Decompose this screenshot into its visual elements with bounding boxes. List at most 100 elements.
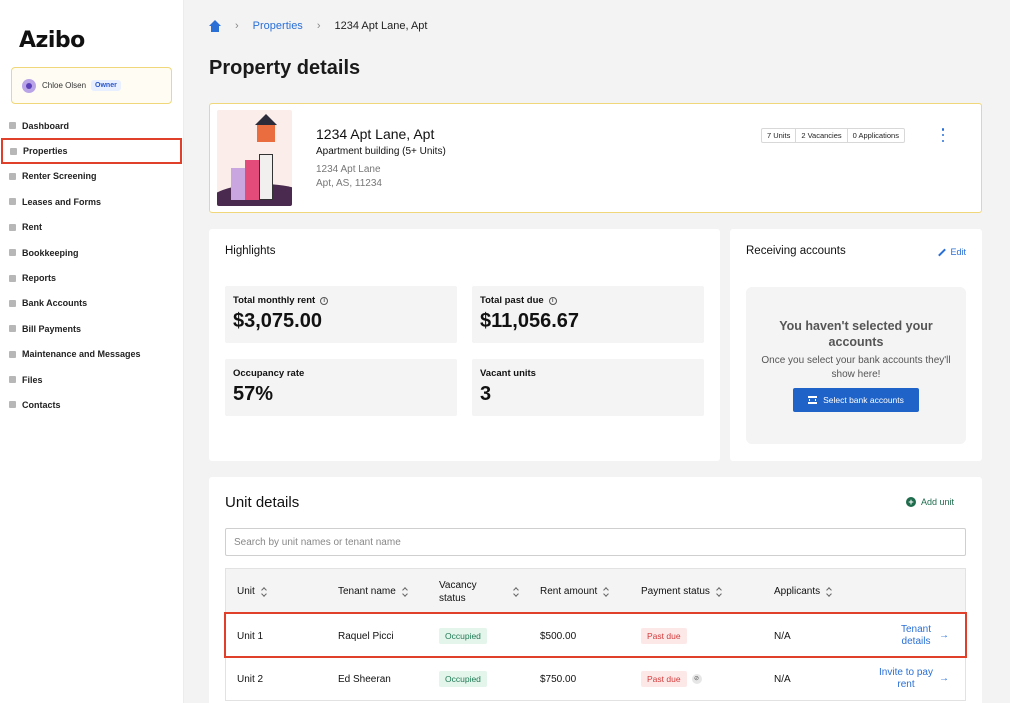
unit-search-input[interactable] bbox=[225, 528, 966, 556]
contacts-icon bbox=[9, 401, 16, 409]
column-tenant-name[interactable]: Tenant name bbox=[338, 569, 408, 614]
metric-occupancy-rate: Occupancy rate 57% bbox=[225, 359, 457, 416]
add-unit-label: Add unit bbox=[920, 497, 954, 507]
tenant-cell: Ed Sheeran bbox=[338, 673, 391, 685]
unit-details-title: Unit details bbox=[225, 494, 300, 511]
vacancy-cell: Occupied bbox=[439, 614, 487, 658]
screening-icon bbox=[9, 172, 16, 180]
sort-icon bbox=[603, 587, 609, 596]
info-icon[interactable]: i bbox=[548, 296, 557, 305]
sidebar-item-label: Bank Accounts bbox=[22, 298, 88, 309]
tenant-details-link[interactable]: Tenant details → bbox=[900, 624, 949, 647]
sort-icon bbox=[716, 587, 722, 596]
metric-value: 57% bbox=[233, 383, 274, 405]
main-content: › Properties › 1234 Apt Lane, Apt Proper… bbox=[184, 0, 1010, 703]
empty-state-title: You haven't selected your accounts bbox=[779, 319, 933, 349]
column-payment-status[interactable]: Payment status bbox=[641, 569, 722, 614]
ledger-icon bbox=[9, 249, 16, 257]
metric-label: Total monthly rent bbox=[233, 295, 316, 306]
sidebar-item-reports[interactable]: Reports bbox=[0, 265, 184, 290]
arrow-right-icon: → bbox=[939, 673, 949, 684]
table-header: Unit Tenant name Vacancy status Rent amo… bbox=[225, 568, 966, 613]
rent-cell: $500.00 bbox=[540, 630, 577, 642]
role-badge: Owner bbox=[91, 80, 121, 91]
receiving-accounts-title: Receiving accounts bbox=[746, 245, 846, 257]
sidebar-item-files[interactable]: Files bbox=[0, 367, 184, 392]
column-vacancy-status[interactable]: Vacancy status bbox=[439, 569, 519, 614]
sidebar-item-contacts[interactable]: Contacts bbox=[0, 392, 184, 417]
folder-icon bbox=[9, 376, 16, 384]
metric-total-past-due: Total past due i $11,056.67 bbox=[472, 286, 704, 343]
breadcrumb: › Properties › 1234 Apt Lane, Apt bbox=[209, 20, 427, 32]
sidebar-item-label: Properties bbox=[23, 146, 68, 157]
metric-value: $3,075.00 bbox=[233, 310, 322, 332]
plus-icon: + bbox=[905, 497, 916, 507]
highlights-card: Highlights Total monthly rent i $3,075.00… bbox=[209, 229, 720, 461]
sidebar-item-label: Rent bbox=[22, 222, 42, 233]
breadcrumb-properties-link[interactable]: Properties bbox=[252, 20, 303, 32]
table-row[interactable]: Unit 1 Raquel Picci Occupied $500.00 Pas… bbox=[224, 612, 967, 658]
info-icon[interactable]: i bbox=[320, 296, 329, 305]
property-address-line1: 1234 Apt Lane bbox=[316, 164, 381, 175]
sidebar: Azibo Chloe Olsen Owner Dashboard Proper… bbox=[0, 0, 184, 703]
document-icon bbox=[9, 198, 16, 206]
occupied-badge: Occupied bbox=[439, 628, 487, 644]
sidebar-item-label: Renter Screening bbox=[22, 171, 97, 182]
unit-cell: Unit 2 bbox=[237, 673, 264, 685]
units-table: Unit Tenant name Vacancy status Rent amo… bbox=[224, 568, 967, 701]
link-icon[interactable]: ⊘ bbox=[691, 674, 702, 684]
property-illustration bbox=[217, 110, 292, 206]
home-icon bbox=[9, 122, 16, 130]
home-icon[interactable] bbox=[209, 20, 221, 32]
column-applicants[interactable]: Applicants bbox=[774, 569, 832, 614]
invite-to-pay-rent-link[interactable]: Invite to pay rent → bbox=[879, 667, 949, 690]
unit-details-card: Unit details + Add unit Unit Tenant name … bbox=[209, 477, 982, 703]
sidebar-item-properties[interactable]: Properties bbox=[1, 138, 182, 164]
report-icon bbox=[9, 274, 16, 282]
sidebar-item-dashboard[interactable]: Dashboard bbox=[0, 113, 184, 138]
sidebar-item-rent[interactable]: Rent bbox=[0, 215, 184, 240]
arrow-right-icon: → bbox=[939, 630, 949, 641]
bill-icon bbox=[9, 325, 16, 333]
sidebar-item-maintenance[interactable]: Maintenance and Messages bbox=[0, 342, 184, 367]
sidebar-item-label: Leases and Forms bbox=[22, 196, 102, 207]
sidebar-item-label: Dashboard bbox=[22, 120, 70, 131]
add-unit-button[interactable]: + Add unit bbox=[905, 497, 954, 507]
unit-cell: Unit 1 bbox=[237, 630, 264, 642]
metric-total-monthly-rent: Total monthly rent i $3,075.00 bbox=[225, 286, 457, 343]
sidebar-item-bill-payments[interactable]: Bill Payments bbox=[0, 316, 184, 341]
avatar bbox=[22, 78, 36, 93]
vacancies-count: 2 Vacancies bbox=[796, 129, 848, 142]
chevron-right-icon: › bbox=[235, 20, 239, 32]
metric-label: Total past due bbox=[480, 295, 544, 306]
sidebar-item-label: Contacts bbox=[22, 399, 61, 410]
units-count: 7 Units bbox=[762, 129, 797, 142]
column-rent-amount[interactable]: Rent amount bbox=[540, 569, 609, 614]
sidebar-item-label: Bookkeeping bbox=[22, 247, 79, 258]
sort-icon bbox=[261, 587, 267, 596]
sidebar-item-renter-screening[interactable]: Renter Screening bbox=[0, 164, 184, 189]
table-row[interactable]: Unit 2 Ed Sheeran Occupied $750.00 Past … bbox=[225, 657, 966, 701]
sidebar-item-bookkeeping[interactable]: Bookkeeping bbox=[0, 240, 184, 265]
empty-state-text: Once you select your bank accounts they'… bbox=[761, 355, 951, 380]
column-unit[interactable]: Unit bbox=[237, 569, 267, 614]
sort-icon bbox=[402, 587, 408, 596]
azibo-logo[interactable]: Azibo bbox=[19, 28, 85, 53]
rent-icon bbox=[9, 223, 16, 231]
user-switcher[interactable]: Chloe Olsen Owner bbox=[11, 67, 172, 104]
page-title: Property details bbox=[209, 57, 361, 79]
more-options-icon[interactable] bbox=[940, 128, 946, 142]
property-type: Apartment building (5+ Units) bbox=[316, 146, 446, 157]
sidebar-nav: Dashboard Properties Renter Screening Le… bbox=[0, 113, 184, 418]
wrench-icon bbox=[9, 350, 16, 358]
metric-value: 3 bbox=[480, 383, 492, 405]
empty-accounts-state: You haven't selected your accounts Once … bbox=[746, 287, 966, 444]
sidebar-item-bank-accounts[interactable]: Bank Accounts bbox=[0, 291, 184, 316]
sidebar-item-leases-and-forms[interactable]: Leases and Forms bbox=[0, 189, 184, 214]
edit-accounts-link[interactable]: Edit bbox=[938, 247, 966, 257]
bank-icon bbox=[9, 299, 16, 307]
payment-cell: Past due ⊘ bbox=[641, 657, 702, 701]
button-label: Select bank accounts bbox=[823, 395, 904, 405]
bank-icon bbox=[808, 396, 818, 404]
select-bank-accounts-button[interactable]: Select bank accounts bbox=[793, 388, 919, 412]
